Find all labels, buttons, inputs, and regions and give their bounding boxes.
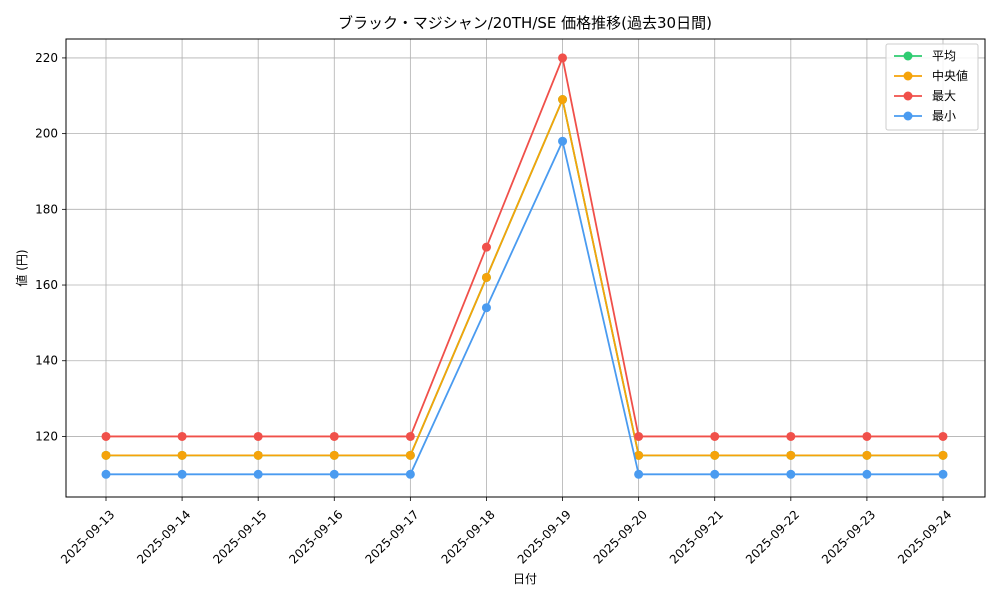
y-axis-label: 値 (円) xyxy=(14,249,29,286)
data-point xyxy=(786,431,796,441)
x-tick-label: 2025-09-20 xyxy=(591,507,650,566)
x-tick-label: 2025-09-22 xyxy=(743,507,802,566)
data-point xyxy=(101,469,111,479)
x-tick-label: 2025-09-24 xyxy=(895,507,954,566)
chart-title: ブラック・マジシャン/20TH/SE 価格推移(過去30日間) xyxy=(338,14,712,32)
data-point xyxy=(558,53,568,63)
data-point xyxy=(329,450,339,460)
data-point xyxy=(481,242,491,252)
legend-marker xyxy=(903,71,913,81)
y-tick-label: 220 xyxy=(35,51,58,65)
x-tick-label: 2025-09-19 xyxy=(515,507,574,566)
series-平均 xyxy=(101,95,948,460)
data-point xyxy=(253,431,263,441)
data-point xyxy=(177,450,187,460)
y-tick-label: 180 xyxy=(35,202,58,216)
data-point xyxy=(558,95,568,105)
series-line xyxy=(106,96,943,457)
data-point xyxy=(862,450,872,460)
x-tick-label: 2025-09-17 xyxy=(362,507,421,566)
data-point xyxy=(634,450,644,460)
legend-marker xyxy=(903,111,913,121)
axes: 2025-09-13 2025-09-14 2025-09-15 2025-09-16… xyxy=(35,38,986,567)
data-point xyxy=(558,136,568,146)
data-point xyxy=(253,450,263,460)
data-point xyxy=(101,431,111,441)
x-tick-label: 2025-09-18 xyxy=(439,507,498,566)
x-tick-label: 2025-09-23 xyxy=(819,507,878,566)
legend-label: 最大 xyxy=(932,89,956,103)
data-point xyxy=(101,450,111,460)
data-point xyxy=(481,303,491,313)
data-point xyxy=(329,431,339,441)
series-最小 xyxy=(101,136,948,479)
x-tick-label: 2025-09-21 xyxy=(667,507,726,566)
legend-label: 最小 xyxy=(932,109,956,123)
data-point xyxy=(862,469,872,479)
data-point xyxy=(405,469,415,479)
legend-marker xyxy=(903,91,913,101)
series-最大 xyxy=(101,53,948,441)
grid xyxy=(66,39,985,497)
data-point xyxy=(634,469,644,479)
series-line xyxy=(106,54,943,438)
data-point xyxy=(481,272,491,282)
series-group xyxy=(101,53,948,479)
legend-marker xyxy=(903,51,913,61)
legend-label: 平均 xyxy=(932,49,956,63)
series-中央値 xyxy=(101,95,948,460)
plot-frame xyxy=(65,38,986,498)
data-point xyxy=(710,469,720,479)
x-tick-label: 2025-09-13 xyxy=(58,507,117,566)
data-point xyxy=(405,450,415,460)
data-point xyxy=(329,469,339,479)
data-point xyxy=(177,431,187,441)
x-axis-label: 日付 xyxy=(513,572,537,586)
y-tick-label: 120 xyxy=(35,429,58,443)
data-point xyxy=(938,469,948,479)
data-point xyxy=(786,469,796,479)
y-tick-label: 160 xyxy=(35,278,58,292)
data-point xyxy=(634,431,644,441)
data-point xyxy=(253,469,263,479)
y-tick-label: 140 xyxy=(35,354,58,368)
data-point xyxy=(710,431,720,441)
x-tick-label: 2025-09-16 xyxy=(286,507,345,566)
data-point xyxy=(938,450,948,460)
x-tick-label: 2025-09-15 xyxy=(210,507,269,566)
x-tick-label: 2025-09-14 xyxy=(134,507,193,566)
legend-box xyxy=(885,43,979,131)
series-line xyxy=(106,138,943,476)
data-point xyxy=(786,450,796,460)
data-point xyxy=(177,469,187,479)
y-tick-label: 200 xyxy=(35,127,58,141)
data-point xyxy=(405,431,415,441)
data-point xyxy=(938,431,948,441)
data-point xyxy=(710,450,720,460)
data-point xyxy=(862,431,872,441)
legend-label: 中央値 xyxy=(932,68,968,83)
